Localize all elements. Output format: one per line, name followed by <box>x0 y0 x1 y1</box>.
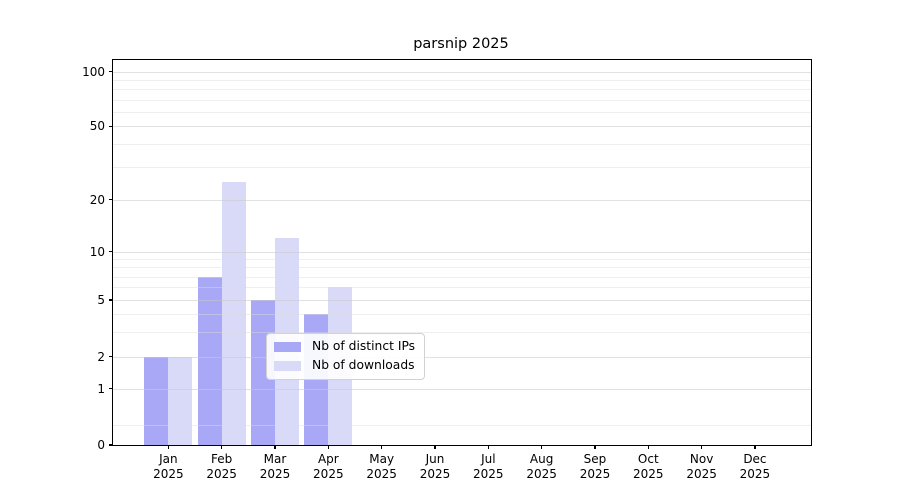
x-tick-label: Apr 2025 <box>313 452 344 481</box>
major-gridline <box>113 126 811 128</box>
legend: Nb of distinct IPs Nb of downloads <box>266 333 426 380</box>
x-tick-label: Jul 2025 <box>473 452 504 481</box>
y-tick-mark <box>109 388 113 390</box>
x-tick-label: Feb 2025 <box>206 452 237 481</box>
minor-gridline <box>113 258 811 260</box>
plot-area: 0 1 2 5 10 20 50 100 Jan 2025 Feb 2025 Mar 2025 Apr… <box>82 59 812 481</box>
x-tick-mark <box>541 445 543 449</box>
x-tick-label: Nov 2025 <box>686 452 717 481</box>
legend-swatch-distinct-ips <box>274 341 301 352</box>
y-tick-label: 20 <box>89 192 105 207</box>
minor-gridline <box>113 79 811 81</box>
minor-gridline <box>113 167 811 169</box>
legend-label-distinct-ips: Nb of distinct IPs <box>312 339 416 353</box>
bar-downloads-jan <box>168 356 193 445</box>
legend-item-downloads: Nb of downloads <box>274 358 415 373</box>
legend-label-downloads: Nb of downloads <box>312 358 415 372</box>
y-tick-mark <box>109 71 113 73</box>
y-tick-label: 10 <box>89 244 105 259</box>
x-tick-mark <box>647 445 649 449</box>
legend-swatch-downloads <box>274 360 301 371</box>
y-tick-mark <box>109 199 113 201</box>
y-tick-mark <box>109 299 113 301</box>
major-gridline <box>113 251 811 253</box>
x-tick-mark <box>221 445 223 449</box>
major-gridline <box>113 71 811 73</box>
x-tick-label: Jan 2025 <box>153 452 184 481</box>
y-tick-label: 0 <box>97 438 105 452</box>
y-tick-mark <box>109 125 113 127</box>
x-tick-mark <box>167 445 170 449</box>
x-tick-mark <box>327 445 330 449</box>
y-tick-mark <box>109 250 113 253</box>
x-tick-mark <box>434 445 436 449</box>
legend-item-distinct-ips: Nb of distinct IPs <box>274 339 415 354</box>
x-tick-label: Oct 2025 <box>633 452 664 481</box>
minor-gridline <box>113 111 811 113</box>
x-tick-label: Aug 2025 <box>526 452 557 481</box>
x-tick-label: Mar 2025 <box>259 452 291 481</box>
minor-gridline <box>113 99 811 101</box>
y-tick-mark <box>109 356 113 358</box>
x-tick-mark <box>754 445 756 449</box>
x-tick-mark <box>701 445 703 449</box>
y-tick-label: 5 <box>97 293 105 308</box>
x-tick-label: Sep 2025 <box>579 452 611 481</box>
x-tick-label: May 2025 <box>366 452 397 481</box>
y-tick-label: 1 <box>97 381 105 396</box>
x-tick-mark <box>381 445 383 449</box>
y-tick-label: 100 <box>82 64 105 79</box>
minor-gridline <box>113 89 811 91</box>
x-tick-mark <box>274 445 276 449</box>
x-tick-mark <box>594 445 596 449</box>
x-tick-label: Jun 2025 <box>419 452 451 481</box>
minor-gridline <box>113 144 811 146</box>
y-tick-label: 2 <box>97 349 105 364</box>
chart-title: parsnip 2025 <box>413 36 509 52</box>
x-tick-label: Dec 2025 <box>739 452 771 481</box>
bar-downloads-feb <box>221 181 246 445</box>
major-gridline <box>113 199 811 201</box>
y-tick-mark <box>109 444 113 446</box>
x-tick-mark <box>487 445 489 449</box>
y-tick-label: 50 <box>89 119 105 134</box>
bar-distinct-ips-feb <box>197 276 222 445</box>
bar-distinct-ips-jan <box>144 356 169 445</box>
minor-gridline <box>113 267 811 269</box>
